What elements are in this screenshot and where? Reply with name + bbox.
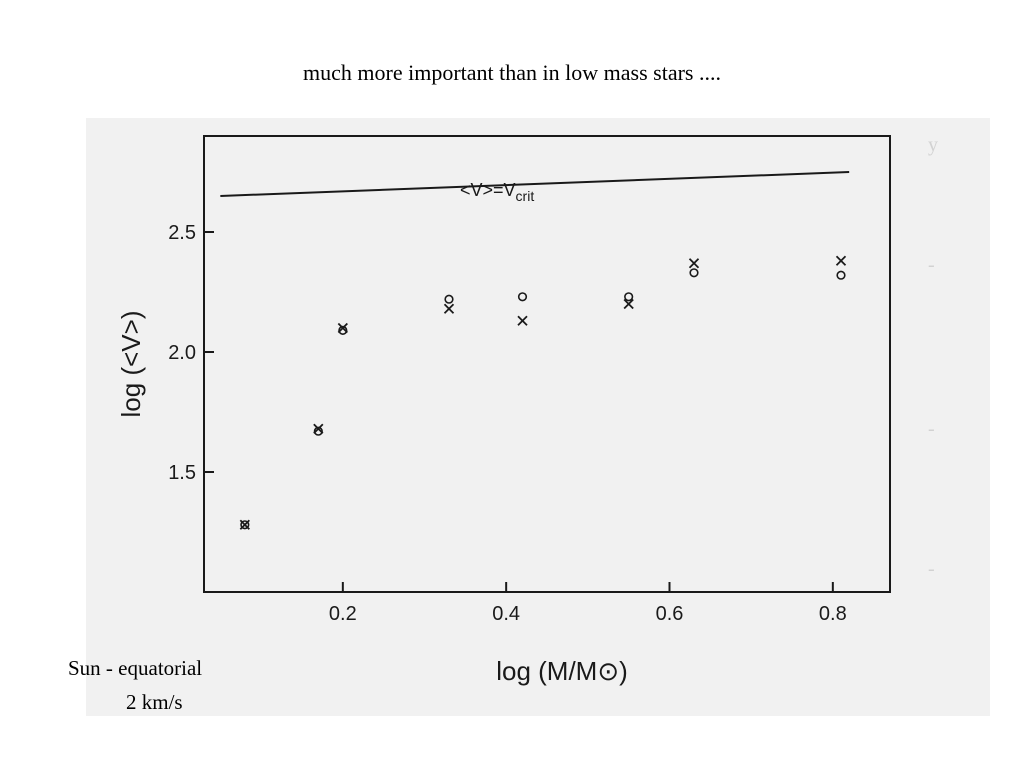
cross-stroke	[443, 303, 455, 314]
critical-velocity-label: <V>=Vcrit	[460, 180, 534, 204]
cross-stroke	[688, 258, 700, 269]
critical-velocity-label-sub: crit	[516, 188, 535, 204]
x-tick-label: 0.4	[492, 603, 520, 625]
caption-sun-equatorial: Sun - equatorial	[68, 656, 203, 680]
cross-stroke	[835, 255, 847, 266]
plot-frame	[203, 135, 891, 593]
background-text-ghost: -	[928, 558, 935, 580]
x-tick-label: 0.2	[329, 603, 357, 625]
x-axis-label: log (M/M⊙)	[496, 656, 628, 686]
caption-sun-velocity: 2 km/s	[126, 690, 183, 714]
y-tick-label: 2.5	[168, 222, 196, 244]
axis-tick-labels: 0.2 0.4 0.6 0.8 1.5 2.0 2.5	[168, 222, 847, 625]
scanned-figure-background: y - - -	[86, 118, 990, 716]
data-point-cross	[688, 258, 700, 269]
y-tick-label: 1.5	[168, 462, 196, 484]
x-tick-label: 0.6	[656, 603, 684, 625]
y-axis-label: log (<V>)	[116, 311, 146, 418]
data-point-circle	[444, 294, 454, 304]
y-tick-label: 2.0	[168, 342, 196, 364]
data-point-circle	[836, 270, 846, 280]
scatter-chart: 0.2 0.4 0.6 0.8 1.5 2.0 2.5 <V>=Vcrit log (<V>…	[116, 135, 891, 686]
data-point-cross	[517, 315, 528, 326]
data-point-circle	[517, 292, 528, 302]
slide-title: much more important than in low mass sta…	[303, 60, 721, 85]
data-points	[239, 255, 847, 530]
critical-velocity-line	[220, 171, 850, 197]
data-point-circle	[338, 325, 348, 335]
data-point-cross	[443, 303, 455, 314]
data-point-cross	[835, 255, 847, 266]
background-text-ghost: y	[928, 134, 938, 156]
data-point-circle	[689, 268, 699, 278]
data-point-circle	[624, 292, 634, 302]
data-point-cross	[623, 298, 634, 310]
data-point-circle	[313, 426, 323, 436]
background-text-ghost: -	[928, 254, 935, 276]
cross-stroke	[517, 315, 528, 326]
data-point-circle	[240, 520, 250, 530]
x-tick-label: 0.8	[819, 603, 847, 625]
critical-velocity-label-main: <V>=V	[460, 180, 516, 200]
background-text-ghost: -	[928, 418, 935, 440]
axis-ticks	[204, 231, 834, 592]
cross-stroke	[623, 298, 634, 310]
